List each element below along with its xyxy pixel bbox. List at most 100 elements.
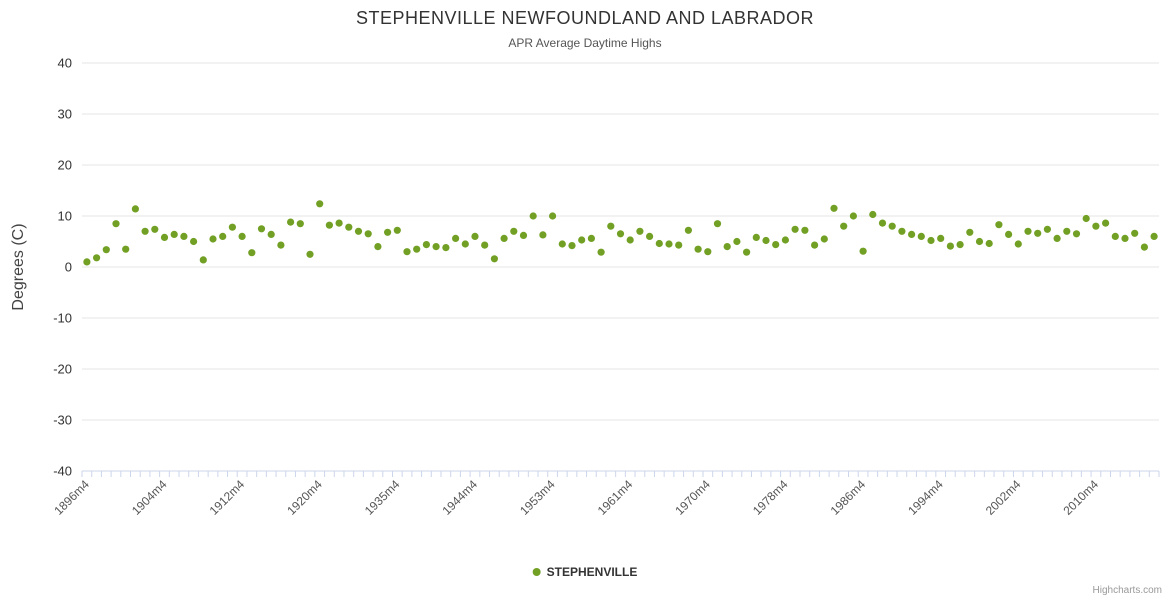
data-point[interactable] — [869, 210, 877, 219]
data-point[interactable] — [180, 232, 188, 240]
data-point[interactable] — [442, 244, 450, 252]
data-point[interactable] — [1072, 230, 1081, 238]
data-point[interactable] — [675, 241, 683, 249]
data-point[interactable] — [908, 230, 916, 238]
highcharts-credits-link[interactable]: Highcharts.com — [1092, 585, 1162, 596]
data-point[interactable] — [296, 220, 304, 228]
data-point[interactable] — [587, 234, 596, 242]
data-point[interactable] — [238, 232, 246, 240]
data-point[interactable] — [141, 227, 149, 235]
data-point[interactable] — [277, 241, 285, 249]
data-point[interactable] — [190, 237, 198, 246]
data-point[interactable] — [1043, 225, 1051, 233]
data-point[interactable] — [403, 248, 411, 256]
data-point[interactable] — [267, 230, 275, 238]
data-point[interactable] — [975, 237, 984, 246]
data-point[interactable] — [481, 241, 489, 249]
data-point[interactable] — [985, 239, 993, 248]
data-point[interactable] — [248, 249, 256, 257]
data-point[interactable] — [917, 232, 925, 240]
data-point[interactable] — [1082, 214, 1090, 223]
data-point[interactable] — [597, 248, 605, 256]
data-point[interactable] — [83, 258, 91, 266]
data-point[interactable] — [772, 241, 780, 249]
data-point[interactable] — [316, 200, 324, 208]
data-point[interactable] — [432, 243, 440, 251]
data-point[interactable] — [1034, 229, 1042, 237]
data-point[interactable] — [549, 212, 557, 220]
data-point[interactable] — [93, 254, 101, 262]
data-point[interactable] — [578, 236, 586, 244]
data-point[interactable] — [452, 234, 460, 242]
data-point[interactable] — [781, 236, 790, 244]
data-point[interactable] — [791, 225, 799, 233]
data-point[interactable] — [1131, 229, 1139, 237]
data-point[interactable] — [820, 235, 828, 243]
data-point[interactable] — [558, 240, 566, 248]
data-point[interactable] — [170, 230, 178, 238]
data-point[interactable] — [209, 235, 217, 243]
data-point[interactable] — [199, 256, 207, 264]
data-point[interactable] — [1150, 232, 1158, 240]
data-point[interactable] — [393, 226, 401, 234]
data-point[interactable] — [519, 231, 528, 239]
data-point[interactable] — [684, 226, 693, 234]
data-point[interactable] — [733, 237, 741, 246]
data-point[interactable] — [500, 234, 508, 242]
data-point[interactable] — [422, 241, 430, 249]
data-point[interactable] — [937, 234, 945, 242]
data-point[interactable] — [830, 204, 838, 212]
data-point[interactable] — [946, 242, 955, 250]
data-point[interactable] — [539, 231, 547, 239]
data-point[interactable] — [665, 240, 673, 248]
data-point[interactable] — [655, 239, 663, 248]
data-point[interactable] — [131, 205, 139, 213]
data-point[interactable] — [811, 241, 819, 249]
data-point[interactable] — [927, 236, 935, 245]
data-point[interactable] — [956, 241, 964, 249]
data-point[interactable] — [1053, 234, 1061, 242]
data-point[interactable] — [112, 220, 120, 228]
data-point[interactable] — [636, 227, 644, 235]
data-point[interactable] — [413, 245, 421, 253]
data-point[interactable] — [762, 236, 770, 245]
data-point[interactable] — [529, 212, 537, 220]
data-point[interactable] — [1063, 227, 1071, 235]
data-point[interactable] — [335, 219, 343, 227]
data-point[interactable] — [626, 236, 634, 244]
data-point[interactable] — [849, 212, 858, 220]
data-point[interactable] — [364, 230, 372, 238]
data-point[interactable] — [607, 222, 615, 230]
data-point[interactable] — [306, 250, 314, 258]
data-point[interactable] — [878, 219, 887, 227]
data-point[interactable] — [966, 228, 974, 236]
data-point[interactable] — [102, 246, 110, 254]
data-point[interactable] — [287, 218, 295, 226]
data-point[interactable] — [122, 245, 130, 253]
data-point[interactable] — [160, 233, 169, 241]
data-point[interactable] — [694, 245, 702, 253]
data-point[interactable] — [345, 223, 353, 231]
data-point[interactable] — [325, 221, 333, 229]
data-point[interactable] — [1102, 219, 1110, 227]
data-point[interactable] — [752, 233, 760, 241]
data-point[interactable] — [995, 221, 1003, 229]
data-point[interactable] — [384, 228, 392, 236]
data-point[interactable] — [354, 227, 363, 235]
legend-item-stephenville[interactable]: STEPHENVILLE — [532, 565, 637, 579]
data-point[interactable] — [1092, 222, 1100, 230]
data-point[interactable] — [646, 232, 654, 240]
data-point[interactable] — [490, 255, 498, 263]
data-point[interactable] — [704, 248, 712, 256]
data-point[interactable] — [723, 243, 731, 251]
data-point[interactable] — [151, 225, 159, 233]
data-point[interactable] — [219, 232, 227, 240]
data-point[interactable] — [801, 226, 809, 234]
data-point[interactable] — [1111, 232, 1119, 240]
data-point[interactable] — [374, 243, 382, 251]
data-point[interactable] — [510, 227, 518, 235]
data-point[interactable] — [616, 230, 625, 238]
data-point[interactable] — [1121, 234, 1129, 242]
data-point[interactable] — [859, 247, 867, 255]
data-point[interactable] — [461, 240, 469, 248]
